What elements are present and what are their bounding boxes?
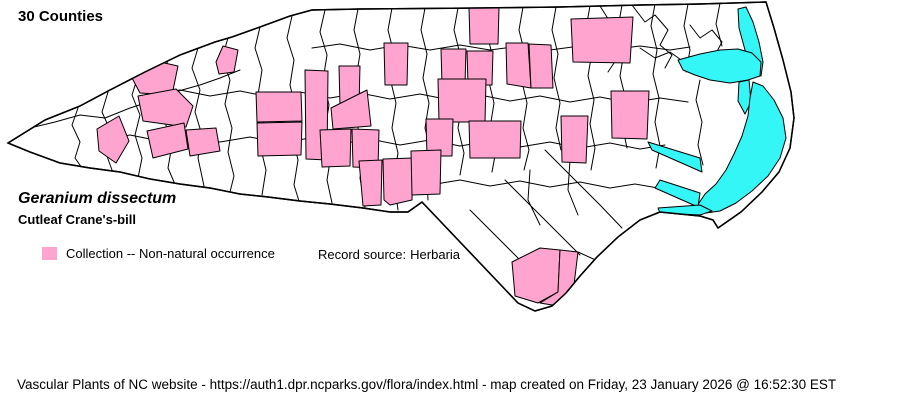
state-outline	[7, 1, 795, 312]
highlighted-county	[528, 43, 554, 89]
highlighted-county	[383, 42, 409, 86]
common-name: Cutleaf Crane's-bill	[18, 212, 136, 227]
highlighted-county	[137, 88, 194, 128]
alligator-river	[737, 79, 752, 115]
highlighted-county	[468, 7, 500, 45]
highlighted-county	[382, 157, 414, 206]
highlighted-counties	[96, 7, 650, 306]
record-source-value: Herbaria	[410, 247, 461, 262]
highlighted-county	[185, 127, 221, 157]
highlighted-county	[319, 128, 352, 168]
highlighted-county	[96, 115, 130, 164]
highlighted-county	[256, 121, 303, 157]
legend-label: Collection -- Non-natural occurrence	[66, 246, 275, 261]
highlighted-county	[466, 50, 494, 86]
record-source: Record source: Herbaria	[318, 247, 460, 262]
highlighted-county	[410, 149, 442, 196]
albemarle-sound	[677, 48, 762, 84]
highlighted-county	[437, 78, 487, 123]
legend: Collection -- Non-natural occurrence	[42, 246, 275, 261]
highlighted-county	[570, 16, 634, 64]
highlighted-county	[560, 115, 589, 164]
highlighted-county	[610, 90, 650, 140]
highlighted-county	[468, 120, 522, 159]
pamlico-river	[647, 141, 703, 173]
highlighted-county	[505, 42, 532, 89]
record-source-label: Record source:	[318, 247, 407, 262]
pamlico-sound	[696, 81, 787, 214]
highlighted-county	[358, 159, 383, 207]
highlighted-county	[146, 122, 189, 159]
county-count-title: 30 Counties	[18, 8, 104, 25]
water-bodies	[647, 6, 787, 216]
highlighted-county	[215, 45, 239, 75]
highlighted-county	[330, 89, 372, 130]
collection-color-swatch	[42, 247, 57, 260]
footer-caption: Vascular Plants of NC website - https://…	[17, 377, 837, 392]
highlighted-county	[425, 118, 454, 157]
highlighted-county	[255, 91, 303, 123]
scientific-name: Geranium dissectum	[18, 190, 177, 207]
